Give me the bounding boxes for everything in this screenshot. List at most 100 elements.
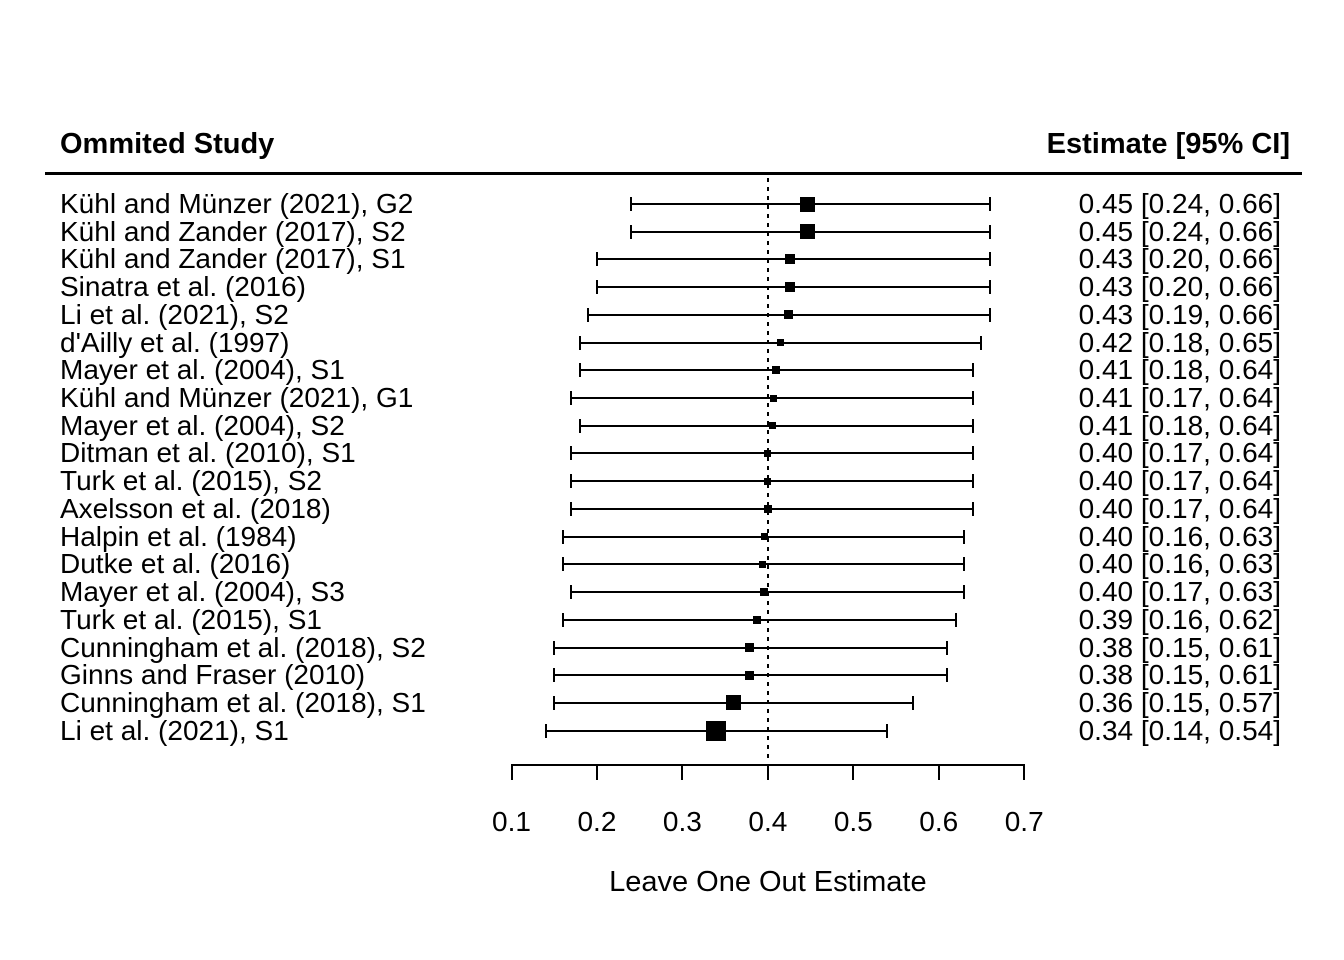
estimate-marker xyxy=(759,588,768,597)
ci-cap-right xyxy=(963,529,966,544)
study-label: d'Ailly et al. (1997) xyxy=(60,326,290,358)
ci-cap-right xyxy=(971,391,974,406)
study-label: Cunningham et al. (2018), S2 xyxy=(60,631,426,663)
ci-cap-right xyxy=(971,363,974,378)
estimate-label: 0.39 [0.16, 0.62] xyxy=(1078,603,1281,635)
study-label: Li et al. (2021), S1 xyxy=(60,714,289,746)
study-label: Cunningham et al. (2018), S1 xyxy=(60,686,426,718)
estimate-marker xyxy=(744,643,754,653)
estimate-marker xyxy=(770,394,778,402)
ci-cap-left xyxy=(570,585,573,600)
x-axis-tick xyxy=(595,764,598,780)
estimate-label: 0.36 [0.15, 0.57] xyxy=(1078,686,1281,718)
ci-cap-right xyxy=(912,695,915,710)
x-axis-tick xyxy=(766,764,769,780)
ci-cap-right xyxy=(989,197,992,211)
header-rule xyxy=(45,172,1302,175)
x-axis-tick-label: 0.4 xyxy=(748,806,788,837)
study-label: Ginns and Fraser (2010) xyxy=(60,659,366,691)
x-axis-tick xyxy=(510,764,513,780)
estimate-marker xyxy=(768,422,776,430)
x-axis-tick-label: 0.5 xyxy=(833,806,873,837)
ci-cap-right xyxy=(971,446,974,461)
x-axis-tick xyxy=(1023,764,1026,780)
study-label: Kühl and Münzer (2021), G1 xyxy=(60,382,414,414)
x-axis-tick-label: 0.6 xyxy=(919,806,959,837)
ci-cap-left xyxy=(561,612,564,627)
ci-whisker xyxy=(579,424,973,427)
estimate-label: 0.40 [0.17, 0.64] xyxy=(1078,492,1281,524)
study-label: Mayer et al. (2004), S3 xyxy=(60,576,345,608)
ci-cap-right xyxy=(971,418,974,433)
ci-cap-left xyxy=(578,363,581,378)
ci-cap-left xyxy=(570,446,573,461)
study-label: Li et al. (2021), S2 xyxy=(60,298,289,330)
estimate-marker xyxy=(777,339,785,347)
ci-cap-right xyxy=(989,252,992,267)
estimate-label: 0.40 [0.16, 0.63] xyxy=(1078,520,1281,552)
ci-cap-right xyxy=(886,723,889,738)
study-label: Turk et al. (2015), S2 xyxy=(60,465,322,497)
x-axis-tick-label: 0.2 xyxy=(577,806,617,837)
ci-cap-left xyxy=(630,224,633,239)
study-label: Dutke et al. (2016) xyxy=(60,548,291,580)
estimate-label: 0.40 [0.17, 0.64] xyxy=(1078,465,1281,497)
estimate-label: 0.40 [0.17, 0.64] xyxy=(1078,437,1281,469)
estimate-label: 0.41 [0.18, 0.64] xyxy=(1078,409,1281,441)
ci-cap-left xyxy=(561,557,564,572)
ci-cap-left xyxy=(570,501,573,516)
x-axis-tick-label: 0.3 xyxy=(662,806,702,837)
study-label: Mayer et al. (2004), S2 xyxy=(60,409,345,441)
estimate-marker xyxy=(705,720,726,741)
ci-cap-right xyxy=(989,307,992,322)
ci-cap-left xyxy=(570,391,573,406)
x-axis-tick xyxy=(681,764,684,780)
ci-cap-right xyxy=(980,335,983,350)
ci-cap-left xyxy=(595,280,598,295)
estimate-label: 0.45 [0.24, 0.66] xyxy=(1078,188,1281,219)
ci-cap-left xyxy=(595,252,598,267)
estimate-marker xyxy=(785,254,796,265)
ci-whisker xyxy=(571,507,973,510)
estimate-marker xyxy=(726,695,742,711)
study-label: Sinatra et al. (2016) xyxy=(60,271,306,303)
estimate-label: 0.40 [0.16, 0.63] xyxy=(1078,548,1281,580)
study-label: Mayer et al. (2004), S1 xyxy=(60,354,345,386)
ci-cap-right xyxy=(963,585,966,600)
ci-cap-left xyxy=(570,474,573,489)
ci-cap-left xyxy=(553,668,556,683)
estimate-marker xyxy=(759,560,767,568)
estimate-label: 0.38 [0.15, 0.61] xyxy=(1078,659,1281,691)
estimate-label: 0.34 [0.14, 0.54] xyxy=(1078,714,1281,746)
estimate-label: 0.42 [0.18, 0.65] xyxy=(1078,326,1281,358)
estimate-label: 0.38 [0.15, 0.61] xyxy=(1078,631,1281,663)
ci-cap-right xyxy=(954,612,957,627)
column-header-estimate-ci: Estimate [95% CI] xyxy=(1046,128,1290,160)
ci-cap-left xyxy=(630,197,633,211)
estimate-marker xyxy=(752,615,761,624)
ci-cap-left xyxy=(561,529,564,544)
ci-cap-right xyxy=(989,224,992,239)
study-label: Halpin et al. (1984) xyxy=(60,520,297,552)
study-label: Turk et al. (2015), S1 xyxy=(60,603,322,635)
ci-cap-right xyxy=(946,668,949,683)
estimate-label: 0.43 [0.19, 0.66] xyxy=(1078,298,1281,330)
x-axis-title: Leave One Out Estimate xyxy=(609,866,927,898)
study-label: Kühl and Zander (2017), S2 xyxy=(60,215,406,247)
ci-cap-left xyxy=(578,335,581,350)
ci-cap-right xyxy=(989,280,992,295)
estimate-label: 0.43 [0.20, 0.66] xyxy=(1078,271,1281,303)
estimate-marker xyxy=(799,196,815,212)
study-label: Axelsson et al. (2018) xyxy=(60,492,331,524)
estimate-marker xyxy=(760,533,768,541)
ci-cap-right xyxy=(971,501,974,516)
ci-cap-left xyxy=(553,695,556,710)
ci-cap-left xyxy=(578,418,581,433)
estimate-label: 0.41 [0.17, 0.64] xyxy=(1078,382,1281,414)
study-label: Kühl and Zander (2017), S1 xyxy=(60,243,406,275)
ci-cap-right xyxy=(963,557,966,572)
ci-cap-left xyxy=(587,307,590,322)
estimate-label: 0.45 [0.24, 0.66] xyxy=(1078,215,1281,247)
reference-line xyxy=(766,178,769,762)
estimate-marker xyxy=(744,670,754,680)
